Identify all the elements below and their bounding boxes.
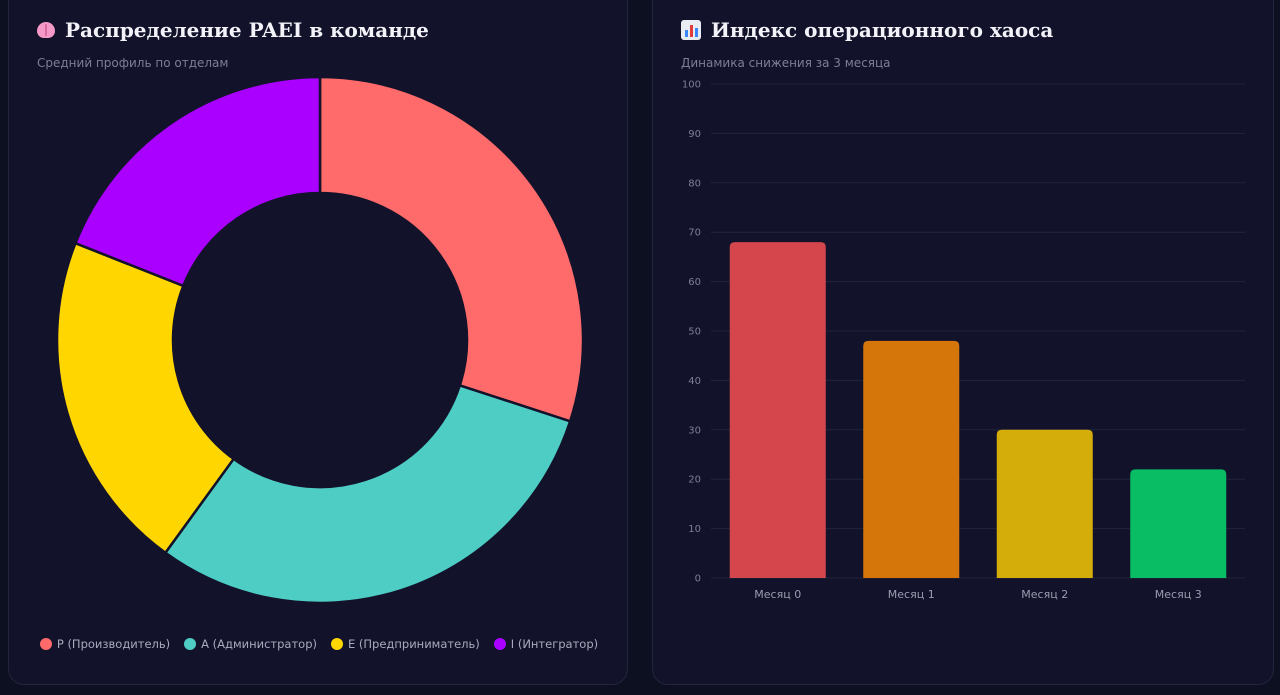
donut-slice-1 (163, 383, 572, 605)
y-tick-label-9: 90 (688, 129, 701, 140)
y-tick-label-10: 100 (682, 80, 701, 91)
legend-label-1: A (Администратор) (201, 637, 317, 651)
legend-label-2: E (Предприниматель) (348, 637, 480, 651)
legend-dot-0 (39, 638, 52, 650)
x-tick-label-2: Месяц 2 (1021, 588, 1068, 601)
x-tick-label-1: Месяц 1 (888, 588, 935, 601)
paei-card-title: Распределение PAEI в команде (37, 15, 429, 45)
chaos-card-subtitle: Динамика снижения за 3 месяца (681, 56, 891, 70)
x-tick-label-3: Месяц 3 (1155, 588, 1202, 601)
donut-slice-2 (55, 241, 236, 555)
legend-item-1[interactable]: A (Администратор) (184, 637, 317, 651)
paei-card-subtitle: Средний профиль по отделам (37, 56, 229, 70)
donut-slice-0 (318, 75, 585, 423)
paei-distribution-card: Распределение PAEI в команде Средний про… (8, 0, 628, 685)
paei-legend: P (Производитель) A (Администратор) E (Пре… (9, 637, 629, 651)
x-tick-label-0: Месяц 0 (754, 588, 801, 601)
y-tick-label-8: 80 (688, 178, 701, 189)
legend-dot-2 (331, 638, 343, 650)
brain-icon (37, 22, 55, 38)
paei-donut-chart (55, 75, 585, 605)
bar-0 (729, 242, 826, 578)
y-tick-label-2: 20 (688, 475, 701, 486)
legend-label-0: P (Производитель) (56, 637, 171, 651)
paei-card-title-text: Распределение PAEI в команде (65, 18, 429, 42)
bar-2 (996, 429, 1093, 578)
legend-item-2[interactable]: E (Предприниматель) (331, 637, 480, 651)
legend-item-0[interactable]: P (Производитель) (39, 637, 171, 651)
chaos-card-title: Индекс операционного хаоса (681, 15, 1053, 45)
chaos-index-card: Индекс операционного хаоса Динамика сниж… (652, 0, 1274, 685)
y-tick-label-5: 50 (688, 327, 701, 338)
legend-item-3[interactable]: I (Интегратор) (493, 637, 599, 651)
y-tick-label-7: 70 (688, 228, 701, 239)
y-tick-label-4: 40 (688, 376, 701, 387)
y-tick-label-6: 60 (688, 277, 701, 288)
bar-1 (863, 340, 960, 578)
chaos-card-title-text: Индекс операционного хаоса (711, 18, 1054, 42)
legend-dot-3 (493, 638, 506, 650)
y-tick-label-1: 10 (688, 524, 701, 535)
donut-slice-3 (73, 75, 322, 288)
y-tick-label-0: 0 (695, 574, 701, 585)
legend-dot-1 (184, 638, 197, 650)
legend-label-3: I (Интегратор) (510, 637, 599, 651)
bar-3 (1130, 469, 1227, 578)
bar-chart-icon (681, 20, 701, 40)
chaos-bar-chart: 0 10 20 30 40 50 60 70 80 90 100 Месяц 0 Месяц 1 Меся… (682, 80, 1245, 601)
y-tick-label-3: 30 (688, 425, 701, 436)
